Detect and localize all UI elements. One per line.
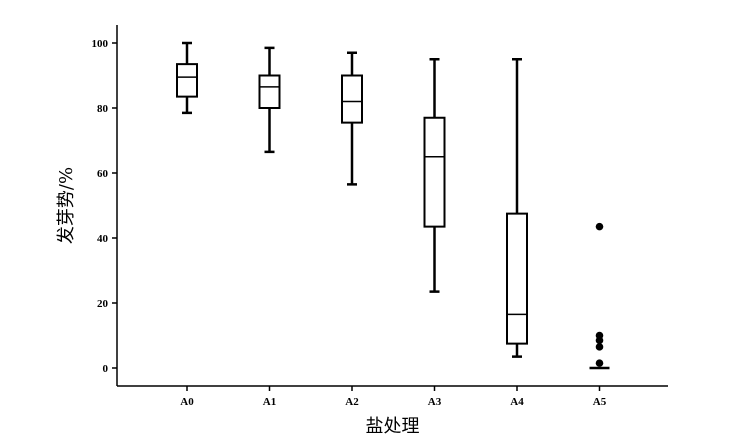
x-tick-label: A1 (263, 396, 276, 408)
x-tick-label: A4 (510, 396, 524, 408)
box-A3 (423, 58, 446, 293)
box-A2 (341, 51, 363, 186)
box-A4 (506, 58, 528, 358)
y-tick-label: 0 (103, 363, 109, 375)
y-tick-label: 20 (97, 298, 109, 310)
y-tick-label: 100 (92, 38, 109, 50)
box-A0 (176, 41, 198, 115)
x-tick-label: A2 (345, 396, 359, 408)
y-ticks: 0 20 40 60 80 100 (92, 38, 117, 375)
box-A1 (258, 46, 281, 154)
outlier-point (595, 359, 604, 367)
boxes (176, 41, 610, 370)
y-axis-title: 发芽势/% (56, 167, 77, 244)
box-A5 (589, 222, 610, 370)
x-axis-title: 盐处理 (366, 416, 420, 437)
y-tick-label: 40 (97, 233, 109, 245)
axes (116, 25, 668, 387)
iqr-box (423, 116, 446, 228)
x-ticks: A0 A1 A2 A3 A4 A5 (180, 386, 607, 408)
x-tick-label: A5 (593, 396, 607, 408)
outlier-point (595, 336, 604, 345)
outlier-point (595, 222, 604, 231)
iqr-box (258, 74, 281, 109)
y-tick-label: 80 (97, 103, 109, 115)
iqr-box (506, 212, 528, 345)
iqr-box (176, 63, 198, 98)
x-tick-label: A3 (428, 396, 442, 408)
y-tick-label: 60 (97, 168, 109, 180)
iqr-box (341, 74, 363, 124)
outlier-point (595, 343, 604, 351)
x-tick-label: A0 (180, 396, 194, 408)
